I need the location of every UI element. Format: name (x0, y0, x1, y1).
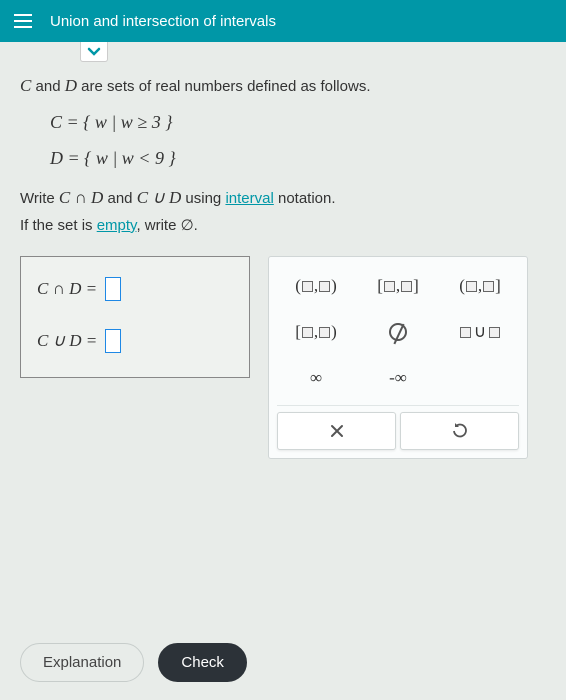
empty-link[interactable]: empty (97, 217, 137, 234)
explanation-button[interactable]: Explanation (20, 643, 144, 682)
problem-statement: C and D are sets of real numbers defined… (20, 72, 546, 238)
palette-clear-button[interactable] (277, 412, 396, 450)
chevron-down-icon (87, 47, 101, 57)
set-d-definition: D = { w | w < 9 } (50, 143, 546, 174)
palette-empty-set[interactable] (359, 311, 437, 353)
palette-open-closed[interactable]: (,] (441, 265, 519, 307)
set-c-definition: C = { w | w ≥ 3 } (50, 107, 546, 138)
palette-neg-infinity[interactable]: -∞ (359, 357, 437, 399)
problem-content: C and D are sets of real numbers defined… (0, 42, 566, 469)
palette-reset-button[interactable] (400, 412, 519, 450)
var-d: D (65, 76, 77, 95)
intersection-input[interactable] (105, 277, 121, 301)
palette-closed-closed[interactable]: [,] (359, 265, 437, 307)
intersection-label: C ∩ D = (37, 279, 97, 299)
palette-closed-open[interactable]: [,) (277, 311, 355, 353)
app-header: Union and intersection of intervals (0, 0, 566, 42)
footer-actions: Explanation Check (20, 643, 247, 682)
palette-infinity[interactable]: ∞ (277, 357, 355, 399)
answer-box: C ∩ D = C ∪ D = (20, 256, 250, 378)
answer-intersection: C ∩ D = (37, 277, 233, 301)
union-input[interactable] (105, 329, 121, 353)
interval-link[interactable]: interval (225, 190, 273, 207)
menu-icon[interactable] (14, 14, 32, 28)
var-c: C (20, 76, 31, 95)
undo-icon (452, 423, 468, 439)
close-icon (330, 424, 344, 438)
palette-open-open[interactable]: (,) (277, 265, 355, 307)
answer-union: C ∪ D = (37, 329, 233, 353)
page-title: Union and intersection of intervals (50, 13, 276, 30)
check-button[interactable]: Check (158, 643, 247, 682)
empty-set-icon (389, 323, 407, 341)
symbol-palette: (,) [,] (,] [,) ∪ ∞ -∞ (268, 256, 528, 459)
union-label: C ∪ D = (37, 331, 97, 351)
palette-union[interactable]: ∪ (441, 311, 519, 353)
expand-button[interactable] (80, 42, 108, 62)
